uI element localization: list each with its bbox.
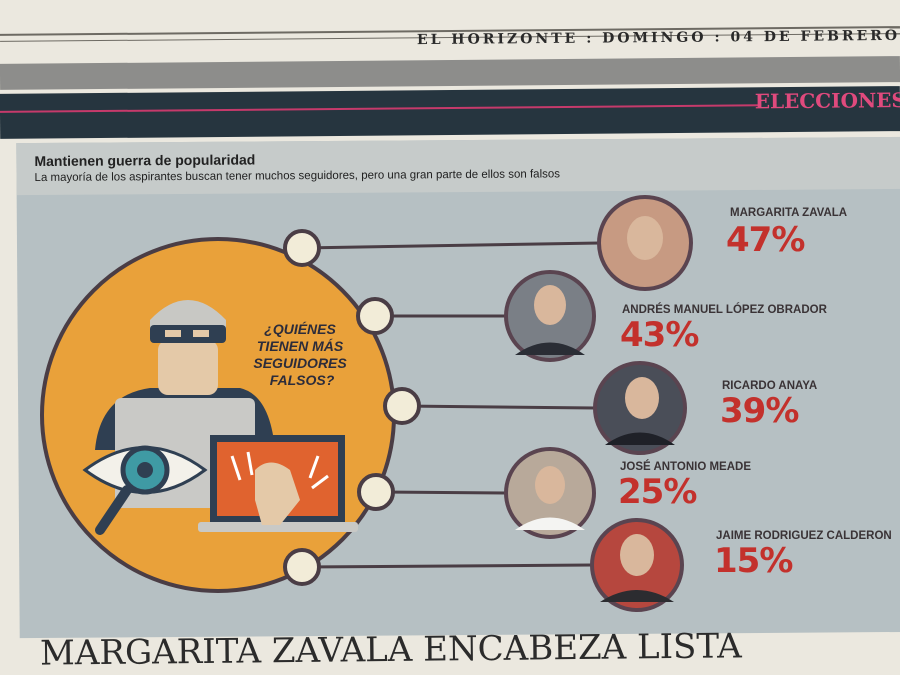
connector-nodes <box>283 229 421 586</box>
node <box>383 387 421 425</box>
photo-faces <box>515 216 675 602</box>
node <box>283 229 321 267</box>
candidate-percent: 47% <box>726 220 805 260</box>
candidate-percent: 25% <box>618 472 697 512</box>
node <box>356 297 394 335</box>
hacker-icon <box>82 300 358 535</box>
candidate-name: ANDRÉS MANUEL LÓPEZ OBRADOR <box>622 304 827 316</box>
connector-lines <box>301 241 601 569</box>
candidate-name: JOSÉ ANTONIO MEADE <box>620 461 751 473</box>
candidate-photos <box>504 195 693 612</box>
question-text: ¿QUIÉNES TIENEN MÁS SEGUIDORES FALSOS? <box>253 321 350 388</box>
candidate-percent: 15% <box>714 541 793 581</box>
node <box>283 548 321 586</box>
article-headline: MARGARITA ZAVALA ENCABEZA LISTA <box>39 626 742 674</box>
candidate-percent: 43% <box>620 315 699 355</box>
candidate-name: RICARDO ANAYA <box>722 380 818 392</box>
candidate-percent: 39% <box>720 391 799 431</box>
candidate-name: MARGARITA ZAVALA <box>730 207 848 219</box>
node <box>357 473 395 511</box>
candidate-name: JAIME RODRÍGUEZ CALDERÓN <box>716 530 892 542</box>
